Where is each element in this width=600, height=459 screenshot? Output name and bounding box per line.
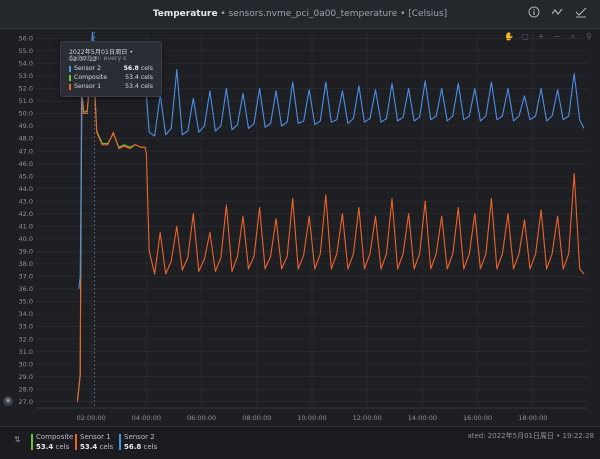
check-icon[interactable] xyxy=(574,6,588,20)
zoom-in-icon[interactable]: + xyxy=(537,32,545,41)
legend-value: 53.4 cels xyxy=(80,443,114,451)
line-chart-icon[interactable] xyxy=(550,6,564,20)
y-tick-label: 36.0 xyxy=(19,285,33,293)
x-tick-label: 18:00:00 xyxy=(518,414,547,422)
eye-icon[interactable]: ◉ xyxy=(3,396,13,406)
selection-icon[interactable]: ▢ xyxy=(521,32,529,41)
y-tick-label: 44.0 xyxy=(19,185,33,193)
y-tick-label: 53.0 xyxy=(19,72,33,80)
search-icon[interactable]: ⚲ xyxy=(586,32,592,41)
tooltip-row-composite: Composite 53.4 cels xyxy=(69,74,153,82)
y-tick-label: 54.0 xyxy=(19,60,33,68)
x-tick-label: 12:00:00 xyxy=(353,414,382,422)
y-tick-label: 34.0 xyxy=(19,310,33,318)
y-tick-label: 40.0 xyxy=(19,235,33,243)
y-tick-label: 29.0 xyxy=(19,373,33,381)
legend-footer: ⇅ Composite 53.4 cels Sensor 1 53.4 cels… xyxy=(0,426,600,459)
series-line-sensor-1 xyxy=(76,70,585,402)
tooltip-collection: Collection: every s xyxy=(69,55,127,62)
y-tick-label: 30.0 xyxy=(19,360,33,368)
legend-name: Sensor 1 xyxy=(80,433,111,441)
y-tick-label: 55.0 xyxy=(19,47,33,55)
y-tick-label: 52.0 xyxy=(19,85,33,93)
panel-header: Temperature • sensors.nvme_pci_0a00_temp… xyxy=(0,0,600,29)
panel-title: Temperature • sensors.nvme_pci_0a00_temp… xyxy=(0,9,600,19)
y-tick-label: 37.0 xyxy=(19,273,33,281)
y-tick-label: 42.0 xyxy=(19,210,33,218)
x-tick-label: 16:00:00 xyxy=(463,414,492,422)
legend-swatch xyxy=(75,434,77,450)
info-icon[interactable] xyxy=(527,6,541,20)
series-marker xyxy=(69,84,71,90)
y-tick-label: 45.0 xyxy=(19,172,33,180)
y-tick-label: 33.0 xyxy=(19,323,33,331)
chart-toolbar: ✋ ▢ + − ⌕ ⚲ xyxy=(504,30,594,44)
y-tick-label: 27.0 xyxy=(19,398,33,406)
series-line-composite xyxy=(76,70,145,401)
tooltip-series-value: 56.8 cels xyxy=(123,65,153,72)
y-tick-label: 28.0 xyxy=(19,385,33,393)
tooltip-row-sensor1: Sensor 1 53.4 cels xyxy=(69,83,153,91)
hover-tooltip: 2022年5月01日周日 • 02:07:12 Collection: ever… xyxy=(60,41,162,97)
chart-title: Temperature xyxy=(152,9,218,19)
y-tick-label: 50.0 xyxy=(19,110,33,118)
x-tick-label: 04:00:00 xyxy=(132,414,161,422)
series-marker xyxy=(69,66,71,72)
tooltip-series-name: Sensor 1 xyxy=(74,83,102,90)
legend-item-composite[interactable]: Composite 53.4 cels xyxy=(31,433,74,451)
tooltip-series-name: Sensor 2 xyxy=(74,65,102,72)
legend-swatch xyxy=(31,434,33,450)
tooltip-series-name: Composite xyxy=(74,74,108,81)
legend-swatch xyxy=(119,434,121,450)
y-tick-label: 49.0 xyxy=(19,122,33,130)
y-tick-label: 41.0 xyxy=(19,222,33,230)
filter-icon[interactable]: ⇅ xyxy=(14,435,21,444)
x-tick-label: 14:00:00 xyxy=(408,414,437,422)
zoom-reset-icon[interactable]: ⌕ xyxy=(570,32,576,41)
y-tick-label: 35.0 xyxy=(19,298,33,306)
pan-icon[interactable]: ✋ xyxy=(504,32,514,41)
chart-subtitle: • sensors.nvme_pci_0a00_temperature • [C… xyxy=(217,9,448,19)
y-tick-label: 46.0 xyxy=(19,160,33,168)
y-tick-label: 38.0 xyxy=(19,260,33,268)
y-tick-label: 51.0 xyxy=(19,97,33,105)
legend-name: Sensor 2 xyxy=(124,433,155,441)
y-tick-label: 56.0 xyxy=(19,34,33,42)
series-marker xyxy=(69,75,71,81)
x-tick-label: 08:00:00 xyxy=(242,414,271,422)
y-tick-label: 43.0 xyxy=(19,197,33,205)
y-tick-label: 39.0 xyxy=(19,248,33,256)
x-tick-label: 02:00:00 xyxy=(77,414,106,422)
legend-value: 56.8 cels xyxy=(124,443,158,451)
x-tick-label: 06:00:00 xyxy=(187,414,216,422)
legend-item-sensor2[interactable]: Sensor 2 56.8 cels xyxy=(119,433,158,451)
y-tick-label: 31.0 xyxy=(19,348,33,356)
legend-value: 53.4 cels xyxy=(36,443,70,451)
y-tick-label: 32.0 xyxy=(19,335,33,343)
legend-name: Composite xyxy=(36,433,74,441)
tooltip-datetime: 2022年5月01日周日 • 02:07:12 xyxy=(69,49,134,63)
tooltip-series-value: 53.4 cels xyxy=(125,74,153,81)
tooltip-series-value: 53.4 cels xyxy=(125,83,153,90)
last-updated: ated: 2022年5月01日周日 • 19:22:28 xyxy=(467,432,594,440)
y-tick-label: 48.0 xyxy=(19,135,33,143)
zoom-out-icon[interactable]: − xyxy=(553,32,561,41)
y-tick-label: 47.0 xyxy=(19,147,33,155)
legend-item-sensor1[interactable]: Sensor 1 53.4 cels xyxy=(75,433,114,451)
x-tick-label: 10:00:00 xyxy=(297,414,326,422)
tooltip-row-sensor2: Sensor 2 56.8 cels xyxy=(69,65,153,73)
